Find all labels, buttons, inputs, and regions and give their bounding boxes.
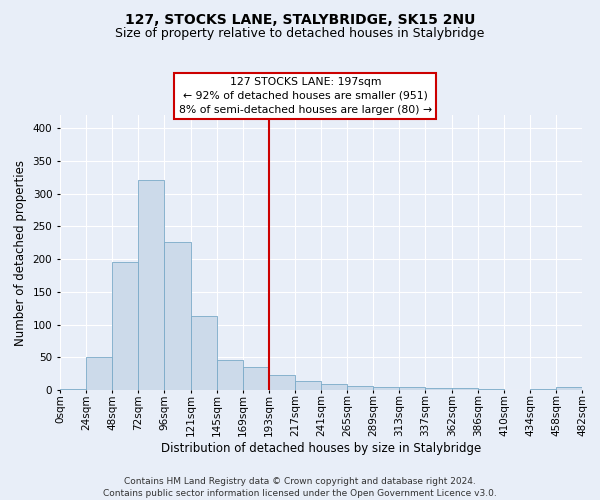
Bar — [399, 388, 425, 390]
Bar — [191, 316, 217, 390]
Bar — [269, 375, 295, 390]
Bar — [347, 386, 373, 390]
Bar — [217, 360, 243, 390]
Y-axis label: Number of detached properties: Number of detached properties — [14, 160, 27, 346]
Text: Contains HM Land Registry data © Crown copyright and database right 2024.
Contai: Contains HM Land Registry data © Crown c… — [103, 476, 497, 498]
Bar — [86, 356, 112, 390]
Bar — [243, 367, 269, 390]
Bar — [138, 180, 164, 390]
Bar — [425, 388, 452, 390]
Bar — [452, 388, 478, 390]
Text: Size of property relative to detached houses in Stalybridge: Size of property relative to detached ho… — [115, 28, 485, 40]
Bar — [164, 242, 191, 390]
Bar — [556, 386, 582, 390]
Text: 127 STOCKS LANE: 197sqm
← 92% of detached houses are smaller (951)
8% of semi-de: 127 STOCKS LANE: 197sqm ← 92% of detache… — [179, 77, 432, 115]
Bar — [321, 384, 347, 390]
Text: 127, STOCKS LANE, STALYBRIDGE, SK15 2NU: 127, STOCKS LANE, STALYBRIDGE, SK15 2NU — [125, 12, 475, 26]
Bar — [295, 381, 321, 390]
X-axis label: Distribution of detached houses by size in Stalybridge: Distribution of detached houses by size … — [161, 442, 481, 455]
Bar — [373, 386, 399, 390]
Bar — [60, 388, 86, 390]
Bar — [112, 262, 138, 390]
